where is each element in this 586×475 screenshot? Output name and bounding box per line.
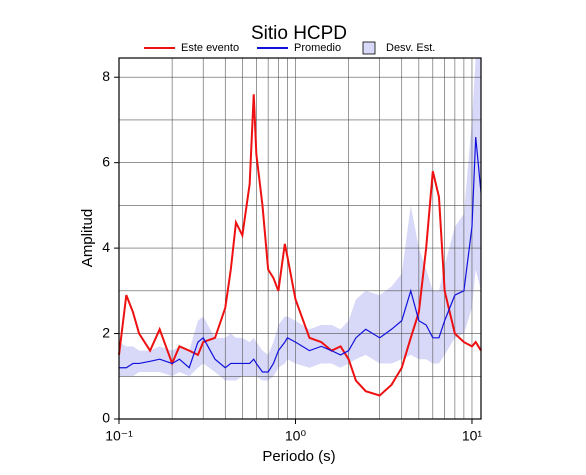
legend-label: Este evento	[181, 42, 239, 54]
y-tick-label: 6	[102, 153, 110, 169]
y-tick-label: 8	[102, 68, 110, 84]
legend-label: Desv. Est.	[386, 42, 435, 54]
y-axis-label: Amplitud	[79, 209, 96, 267]
legend-swatch	[362, 41, 376, 55]
y-tick-label: 2	[102, 324, 110, 340]
series-line	[119, 136, 482, 373]
series-line	[118, 94, 482, 397]
x-tick-label: 10¹	[462, 428, 483, 444]
x-tick-label: 10⁰	[285, 428, 307, 444]
std-band	[119, 58, 481, 381]
x-axis-label: Periodo (s)	[262, 448, 335, 465]
y-tick-label: 0	[102, 410, 110, 426]
plot-frame	[118, 57, 482, 420]
chart-title: Sitio HCPD	[251, 23, 347, 44]
x-tick-label: 10⁻¹	[105, 428, 133, 444]
legend-label: Promedio	[294, 42, 341, 54]
y-tick-label: 4	[102, 239, 110, 255]
